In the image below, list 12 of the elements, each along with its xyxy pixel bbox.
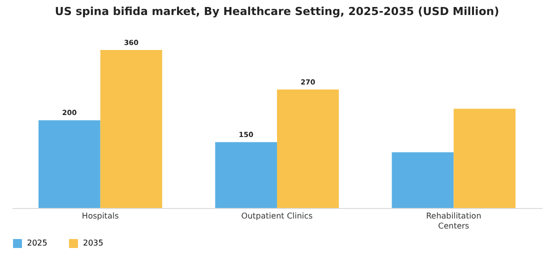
x-tick-label: Outpatient Clinics (241, 212, 313, 220)
bar (38, 120, 100, 208)
x-tick-label: Rehabilitation Centers (426, 212, 482, 230)
bar (100, 50, 162, 208)
bar (392, 152, 454, 208)
bar (215, 142, 277, 208)
legend-label: 2035 (83, 238, 104, 248)
bar (454, 108, 516, 208)
chart-title: US spina bifida market, By Healthcare Setting, 2025-2035 (USD Million) (54, 5, 500, 18)
x-tick-label: Hospitals (82, 212, 119, 220)
bar (277, 90, 339, 208)
legend-label: 2025 (27, 238, 48, 248)
